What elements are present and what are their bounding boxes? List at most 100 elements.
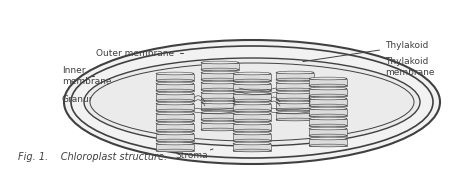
Ellipse shape (156, 129, 194, 132)
Text: Thylakoid
membrane: Thylakoid membrane (343, 57, 435, 95)
Bar (309, 89, 347, 96)
Ellipse shape (156, 139, 194, 142)
Text: Granum: Granum (62, 94, 154, 106)
Text: Outer membrane: Outer membrane (96, 49, 183, 57)
Ellipse shape (156, 149, 194, 152)
Bar (156, 124, 194, 130)
Ellipse shape (233, 109, 271, 112)
Ellipse shape (156, 99, 194, 102)
Ellipse shape (156, 92, 194, 95)
Ellipse shape (309, 107, 347, 110)
Ellipse shape (201, 101, 239, 104)
Text: Inner
membrane: Inner membrane (62, 66, 111, 86)
Ellipse shape (233, 79, 271, 82)
Ellipse shape (201, 111, 239, 114)
Ellipse shape (276, 71, 314, 74)
Ellipse shape (309, 137, 347, 140)
Ellipse shape (201, 78, 239, 81)
Ellipse shape (233, 89, 271, 92)
Ellipse shape (276, 108, 314, 111)
Text: Fig. 1.    Chloroplast structure.: Fig. 1. Chloroplast structure. (18, 152, 167, 162)
Ellipse shape (309, 77, 347, 80)
Ellipse shape (201, 88, 239, 91)
Ellipse shape (233, 132, 271, 135)
Ellipse shape (233, 139, 271, 142)
Bar (276, 73, 314, 80)
Ellipse shape (233, 129, 271, 132)
Ellipse shape (201, 81, 239, 84)
Bar (276, 102, 314, 109)
Bar (276, 82, 314, 89)
Ellipse shape (276, 111, 314, 114)
Ellipse shape (309, 104, 347, 107)
Bar (156, 73, 194, 81)
Ellipse shape (201, 71, 239, 74)
Bar (309, 98, 347, 105)
Ellipse shape (276, 91, 314, 94)
Ellipse shape (64, 40, 440, 164)
Ellipse shape (309, 114, 347, 117)
Bar (309, 78, 347, 85)
Bar (233, 93, 271, 101)
Ellipse shape (156, 72, 194, 75)
Ellipse shape (201, 108, 239, 111)
Ellipse shape (276, 118, 314, 121)
Ellipse shape (233, 99, 271, 102)
Ellipse shape (309, 94, 347, 97)
Bar (309, 118, 347, 125)
Bar (201, 82, 239, 89)
Ellipse shape (201, 128, 239, 131)
Ellipse shape (309, 87, 347, 90)
Ellipse shape (201, 91, 239, 94)
Ellipse shape (233, 142, 271, 145)
Ellipse shape (156, 102, 194, 105)
Bar (276, 113, 314, 120)
Bar (233, 133, 271, 140)
Bar (233, 104, 271, 110)
Ellipse shape (156, 82, 194, 85)
Bar (309, 139, 347, 145)
Ellipse shape (156, 132, 194, 135)
Ellipse shape (276, 81, 314, 84)
Bar (276, 93, 314, 100)
Ellipse shape (201, 121, 239, 124)
Bar (201, 93, 239, 100)
Text: Thylakoid: Thylakoid (303, 42, 428, 62)
Ellipse shape (276, 98, 314, 101)
Text: Stroma: Stroma (175, 149, 213, 160)
Ellipse shape (276, 88, 314, 91)
Ellipse shape (233, 112, 271, 115)
Bar (156, 113, 194, 121)
Ellipse shape (201, 61, 239, 64)
Ellipse shape (201, 118, 239, 121)
Ellipse shape (233, 119, 271, 122)
Bar (233, 124, 271, 130)
Ellipse shape (276, 101, 314, 104)
Bar (233, 73, 271, 81)
Ellipse shape (233, 82, 271, 85)
Ellipse shape (309, 117, 347, 120)
Bar (201, 73, 239, 80)
Ellipse shape (156, 89, 194, 92)
Ellipse shape (71, 46, 433, 158)
Ellipse shape (233, 149, 271, 152)
Ellipse shape (90, 63, 414, 141)
Bar (201, 102, 239, 109)
Bar (156, 84, 194, 90)
Bar (309, 129, 347, 136)
Bar (233, 84, 271, 90)
Ellipse shape (233, 102, 271, 105)
Bar (201, 62, 239, 69)
Ellipse shape (156, 79, 194, 82)
Ellipse shape (309, 84, 347, 87)
Ellipse shape (233, 72, 271, 75)
Ellipse shape (156, 109, 194, 112)
Bar (309, 109, 347, 116)
Bar (233, 113, 271, 121)
Ellipse shape (309, 97, 347, 100)
Ellipse shape (309, 134, 347, 137)
Ellipse shape (156, 122, 194, 125)
Ellipse shape (201, 98, 239, 101)
Ellipse shape (233, 92, 271, 95)
Ellipse shape (233, 122, 271, 125)
